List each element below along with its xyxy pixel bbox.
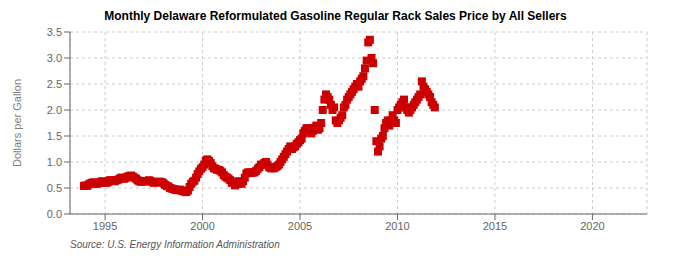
svg-text:2020: 2020	[580, 220, 604, 232]
svg-text:2015: 2015	[483, 220, 507, 232]
svg-text:0.5: 0.5	[47, 182, 62, 194]
svg-text:3.0: 3.0	[47, 52, 62, 64]
svg-text:2.5: 2.5	[47, 78, 62, 90]
svg-text:2.0: 2.0	[47, 104, 62, 116]
svg-text:2010: 2010	[385, 220, 409, 232]
svg-text:1.0: 1.0	[47, 156, 62, 168]
svg-text:3.5: 3.5	[47, 26, 62, 38]
svg-text:2005: 2005	[288, 220, 312, 232]
svg-text:2000: 2000	[190, 220, 214, 232]
svg-text:1.5: 1.5	[47, 130, 62, 142]
svg-text:Dollars per Gallon: Dollars per Gallon	[11, 79, 23, 167]
svg-text:1995: 1995	[93, 220, 117, 232]
html-text:Source: U.S. Energy Informatio: Source: U.S. Energy Information Administ…	[70, 239, 280, 250]
html-text:Monthly Delaware Reformulated: Monthly Delaware Reformulated Gasoline R…	[104, 9, 567, 23]
svg-text:0.0: 0.0	[47, 208, 62, 220]
